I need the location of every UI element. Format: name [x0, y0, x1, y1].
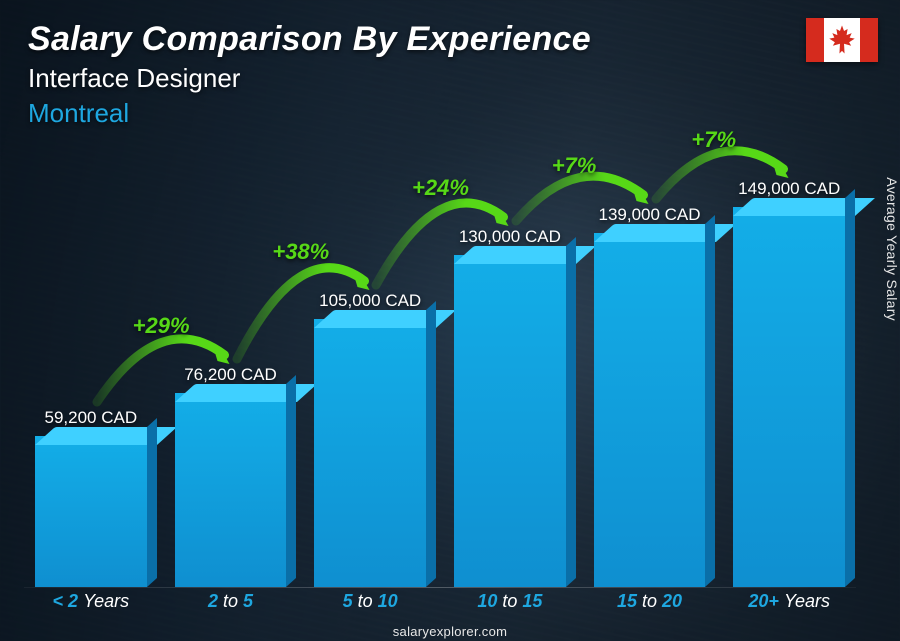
- bar-3d: [175, 393, 287, 587]
- bar-front-face: [454, 255, 566, 587]
- bar-front-face: [35, 436, 147, 587]
- bar-column: 139,000 CAD: [589, 205, 711, 587]
- bar-value-label: 76,200 CAD: [184, 365, 277, 385]
- maple-leaf-icon: [829, 25, 855, 53]
- category-label: < 2 Years: [30, 591, 152, 621]
- bar-3d: [35, 436, 147, 587]
- bar-column: 59,200 CAD: [30, 408, 152, 587]
- header: Salary Comparison By Experience Interfac…: [28, 20, 591, 129]
- flag-band-left: [806, 18, 824, 62]
- bars-container: 59,200 CAD 76,200 CAD 105,000 CAD 130,00…: [24, 160, 856, 587]
- bar-value-label: 130,000 CAD: [459, 227, 561, 247]
- job-title: Interface Designer: [28, 63, 591, 94]
- bar-value-label: 149,000 CAD: [738, 179, 840, 199]
- salary-bar-chart: 59,200 CAD 76,200 CAD 105,000 CAD 130,00…: [24, 160, 856, 587]
- bar-side-face: [566, 237, 576, 587]
- y-axis-label: Average Yearly Salary: [884, 177, 900, 321]
- bar-3d: [314, 319, 426, 587]
- percent-increase-label: +38%: [272, 239, 329, 265]
- category-label: 2 to 5: [170, 591, 292, 621]
- percent-increase-label: +7%: [691, 127, 736, 153]
- bar-column: 76,200 CAD: [170, 365, 292, 587]
- percent-increase-label: +29%: [133, 313, 190, 339]
- city-label: Montreal: [28, 98, 591, 129]
- bar-3d: [594, 233, 706, 587]
- page-title: Salary Comparison By Experience: [28, 20, 591, 59]
- bar-column: 130,000 CAD: [449, 227, 571, 587]
- flag-center: [824, 18, 860, 62]
- bar-column: 105,000 CAD: [309, 291, 431, 587]
- category-label: 20+ Years: [728, 591, 850, 621]
- category-label: 5 to 10: [309, 591, 431, 621]
- bar-column: 149,000 CAD: [728, 179, 850, 587]
- bar-3d: [454, 255, 566, 587]
- bar-side-face: [286, 375, 296, 587]
- bar-3d: [733, 207, 845, 587]
- bar-side-face: [426, 301, 436, 587]
- percent-increase-label: +24%: [412, 175, 469, 201]
- bar-side-face: [845, 189, 855, 587]
- source-footer: salaryexplorer.com: [0, 624, 900, 639]
- bar-value-label: 139,000 CAD: [598, 205, 700, 225]
- bar-side-face: [705, 215, 715, 587]
- x-axis-categories: < 2 Years 2 to 5 5 to 10 10 to 15 15 to 20 20…: [24, 591, 856, 621]
- bar-front-face: [175, 393, 287, 587]
- bar-value-label: 105,000 CAD: [319, 291, 421, 311]
- bar-front-face: [594, 233, 706, 587]
- bar-value-label: 59,200 CAD: [45, 408, 138, 428]
- country-flag-icon: [806, 18, 878, 62]
- baseline: [24, 587, 856, 588]
- percent-increase-label: +7%: [552, 153, 597, 179]
- flag-band-right: [860, 18, 878, 62]
- category-label: 15 to 20: [589, 591, 711, 621]
- bar-front-face: [314, 319, 426, 587]
- bar-front-face: [733, 207, 845, 587]
- category-label: 10 to 15: [449, 591, 571, 621]
- bar-side-face: [147, 418, 157, 587]
